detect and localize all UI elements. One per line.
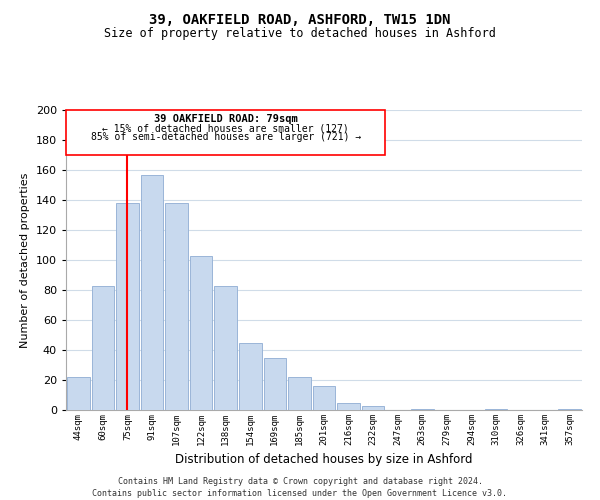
Bar	[165, 203, 188, 410]
Bar	[337, 402, 360, 410]
Bar	[116, 203, 139, 410]
Bar	[288, 377, 311, 410]
Text: 39, OAKFIELD ROAD, ASHFORD, TW15 1DN: 39, OAKFIELD ROAD, ASHFORD, TW15 1DN	[149, 12, 451, 26]
Bar	[559, 408, 581, 410]
Text: 85% of semi-detached houses are larger (721) →: 85% of semi-detached houses are larger (…	[91, 132, 361, 142]
Y-axis label: Number of detached properties: Number of detached properties	[20, 172, 30, 348]
Text: 39 OAKFIELD ROAD: 79sqm: 39 OAKFIELD ROAD: 79sqm	[154, 114, 298, 124]
Bar	[263, 358, 286, 410]
Bar	[190, 256, 212, 410]
X-axis label: Distribution of detached houses by size in Ashford: Distribution of detached houses by size …	[175, 454, 473, 466]
Bar	[239, 342, 262, 410]
Bar	[362, 406, 385, 410]
Text: Size of property relative to detached houses in Ashford: Size of property relative to detached ho…	[104, 28, 496, 40]
Bar	[92, 286, 114, 410]
Bar	[411, 408, 434, 410]
Text: Contains HM Land Registry data © Crown copyright and database right 2024.: Contains HM Land Registry data © Crown c…	[118, 478, 482, 486]
FancyBboxPatch shape	[66, 110, 385, 155]
Text: ← 15% of detached houses are smaller (127): ← 15% of detached houses are smaller (12…	[103, 124, 349, 134]
Bar	[485, 408, 508, 410]
Bar	[214, 286, 237, 410]
Bar	[313, 386, 335, 410]
Bar	[67, 377, 89, 410]
Text: Contains public sector information licensed under the Open Government Licence v3: Contains public sector information licen…	[92, 489, 508, 498]
Bar	[140, 174, 163, 410]
